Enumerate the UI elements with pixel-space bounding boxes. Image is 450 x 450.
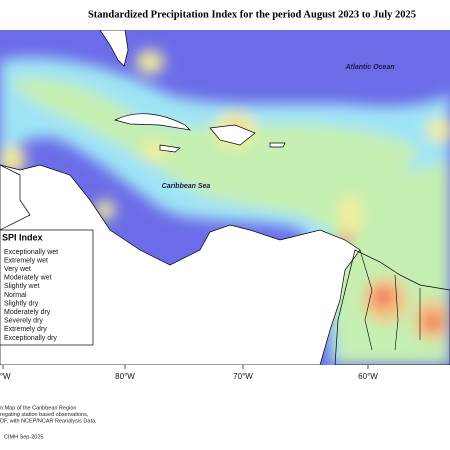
legend-item: Moderately wet [4,275,52,282]
legend-item: Slightly wet [4,283,39,290]
legend-item: Severely dry [4,318,43,325]
legend-title: SPI Index [2,232,43,242]
longitude-label: 0°W [0,372,11,381]
ocean-label: Atlantic Ocean [344,64,394,71]
map-title: Standardized Precipitation Index for the… [88,9,416,20]
legend-item: Exceptionally dry [4,335,57,342]
longitude-label: 60°W [358,372,378,381]
legend-item: Moderately dry [4,309,51,316]
longitude-label: 70°W [233,372,253,381]
longitude-label: 80°W [115,372,135,381]
footer-text: regating station based observations, [0,412,89,418]
footer-text: n Map of the Caribbean Region [0,405,76,411]
longitude-labels: 0°W 80°W 70°W 60°W [0,365,378,381]
footer-text: DF, with NCEP/NCAR Reanalysis Data. [0,418,97,424]
legend-item: Extremely dry [4,326,47,333]
legend-item: Normal [4,292,27,299]
legend-item: Very wet [4,266,31,273]
legend-item: Slightly dry [4,300,39,307]
legend-item: Extremely wet [4,257,48,264]
sea-label: Caribbean Sea [162,183,211,190]
legend-box [0,229,94,346]
legend-item: Exceptionally wet [4,249,58,256]
footer-text: CIMH Sep-2025 [4,434,43,440]
map-area: Atlantic Ocean Caribbean Sea SPI Index E… [0,30,450,365]
borders [359,249,421,351]
